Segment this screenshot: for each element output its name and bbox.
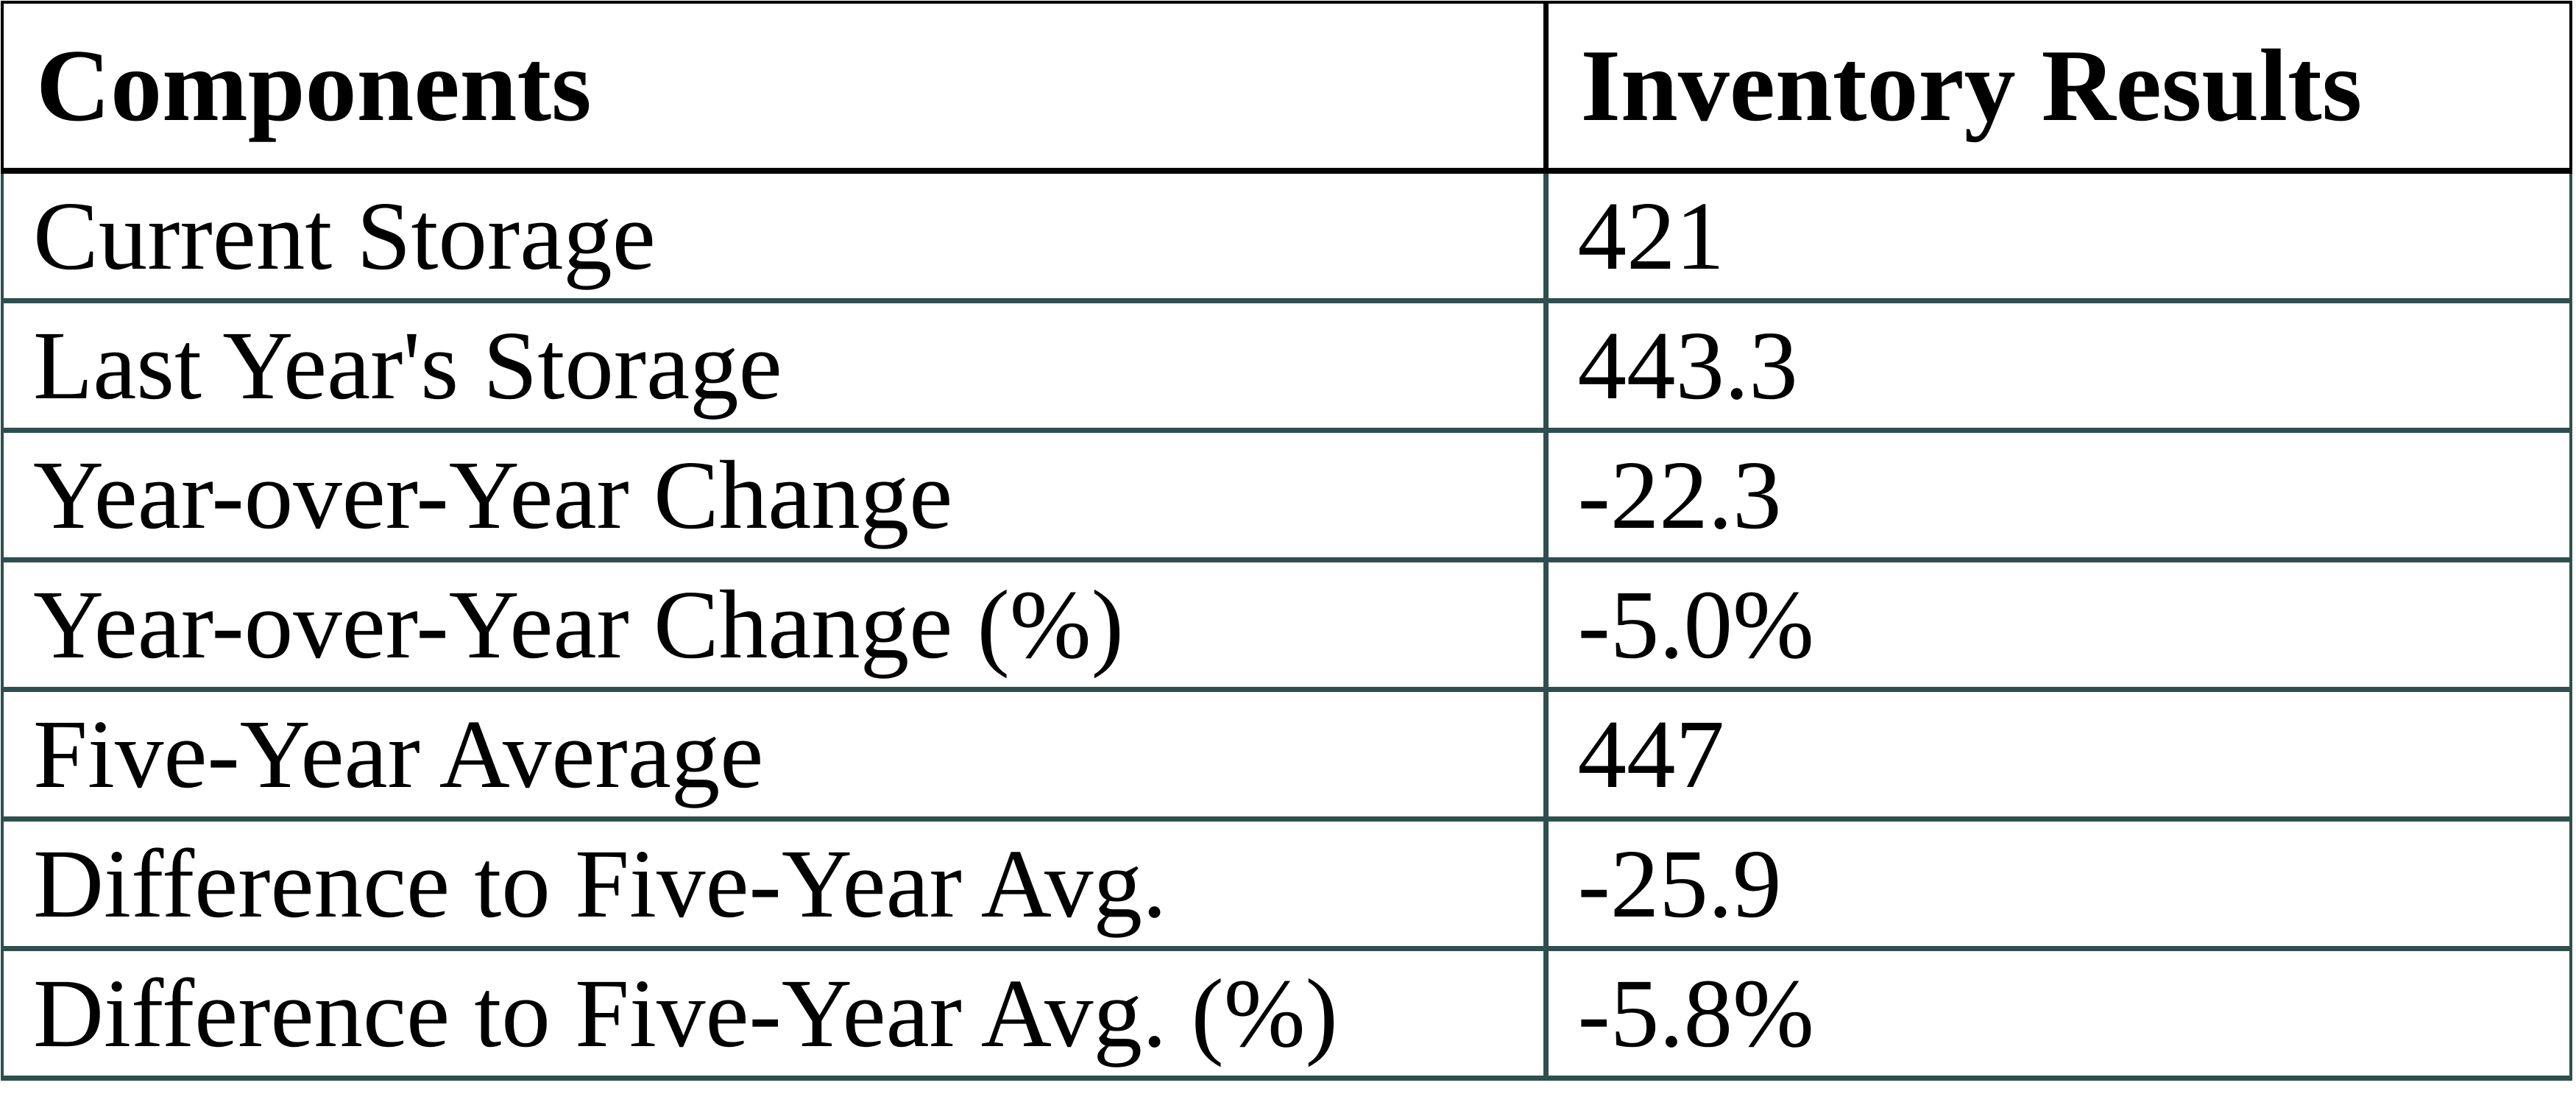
component-cell: Difference to Five-Year Avg. xyxy=(1,816,1549,951)
value-cell: -5.8% xyxy=(1543,945,2572,1081)
table-header: Components Inventory Results xyxy=(1,1,2572,174)
table-row: Difference to Five-Year Avg. -25.9 xyxy=(1,816,2572,951)
header-row: Components Inventory Results xyxy=(1,1,2572,174)
component-cell: Current Storage xyxy=(1,168,1549,303)
component-cell: Last Year's Storage xyxy=(1,297,1549,433)
column-header-inventory-results: Inventory Results xyxy=(1544,1,2572,174)
value-cell: -5.0% xyxy=(1543,557,2572,692)
inventory-table: Components Inventory Results Current Sto… xyxy=(1,1,2572,1081)
component-cell: Year-over-Year Change xyxy=(1,427,1549,562)
value-cell: 421 xyxy=(1543,168,2572,303)
value-cell: 443.3 xyxy=(1543,297,2572,433)
table-body: Current Storage 421 Last Year's Storage … xyxy=(1,168,2572,1081)
table-row: Last Year's Storage 443.3 xyxy=(1,297,2572,433)
value-cell: -25.9 xyxy=(1543,816,2572,951)
component-cell: Five-Year Average xyxy=(1,686,1549,822)
table-row: Five-Year Average 447 xyxy=(1,686,2572,822)
table-row: Current Storage 421 xyxy=(1,168,2572,303)
component-cell: Year-over-Year Change (%) xyxy=(1,557,1549,692)
value-cell: -22.3 xyxy=(1543,427,2572,562)
table-row: Difference to Five-Year Avg. (%) -5.8% xyxy=(1,945,2572,1081)
table-row: Year-over-Year Change (%) -5.0% xyxy=(1,557,2572,692)
table-row: Year-over-Year Change -22.3 xyxy=(1,427,2572,562)
column-header-components: Components xyxy=(1,1,1549,174)
component-cell: Difference to Five-Year Avg. (%) xyxy=(1,945,1549,1081)
value-cell: 447 xyxy=(1543,686,2572,822)
